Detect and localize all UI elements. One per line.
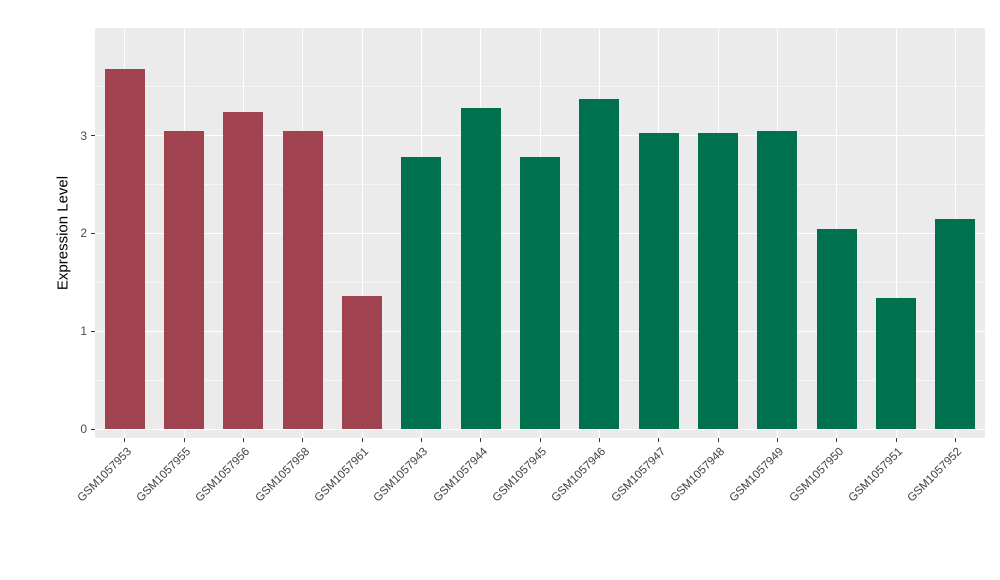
bar: [816, 228, 857, 429]
bar: [935, 218, 976, 429]
bar: [520, 157, 560, 429]
x-tick-mark: [480, 438, 482, 442]
x-tick-mark: [183, 438, 185, 442]
bar: [401, 157, 442, 429]
gridline-major: [95, 135, 985, 137]
x-tick-label: GSM1057944: [431, 445, 490, 505]
x-tick-label: GSM1057953: [75, 445, 134, 505]
x-tick-label: GSM1057952: [905, 445, 965, 505]
x-tick-mark: [302, 438, 304, 442]
y-tick-label: 3: [80, 128, 87, 143]
y-tick-label: 1: [80, 324, 87, 339]
x-tick-label: GSM1057949: [727, 445, 787, 505]
gridline-major: [95, 428, 985, 430]
bar: [282, 130, 323, 429]
bar: [698, 132, 738, 429]
x-tick-label: GSM1057945: [490, 445, 550, 505]
bar: [164, 130, 204, 429]
x-tick-mark: [420, 438, 422, 442]
y-tick-label: 0: [80, 422, 87, 436]
x-tick-mark: [361, 438, 363, 442]
x-tick-mark: [658, 438, 660, 442]
x-tick-mark: [717, 438, 719, 442]
y-axis-title: Expression Level: [54, 175, 72, 291]
bar: [342, 296, 382, 429]
plot-panel: [95, 28, 985, 438]
x-tick-mark: [954, 438, 956, 442]
x-tick-label: GSM1057950: [787, 445, 846, 505]
bar: [579, 99, 620, 429]
bar: [757, 130, 798, 429]
x-tick-label: GSM1057947: [609, 445, 668, 505]
x-tick-label: GSM1057948: [668, 445, 728, 505]
x-tick-mark: [598, 438, 600, 442]
x-tick-mark: [776, 438, 778, 442]
bar: [460, 108, 501, 429]
x-tick-label: GSM1057943: [371, 445, 431, 505]
x-tick-mark: [836, 438, 838, 442]
x-tick-label: GSM1057951: [846, 445, 906, 505]
bar: [223, 112, 264, 429]
bar: [638, 132, 679, 429]
x-tick-mark: [539, 438, 541, 442]
bar: [104, 69, 145, 429]
x-tick-mark: [124, 438, 126, 442]
x-tick-mark: [895, 438, 897, 442]
x-tick-mark: [242, 438, 244, 442]
bar: [876, 297, 916, 429]
x-tick-label: GSM1057955: [134, 445, 194, 505]
x-tick-label: GSM1057946: [549, 445, 609, 505]
gridline-minor: [95, 86, 985, 88]
x-tick-label: GSM1057958: [253, 445, 312, 505]
x-tick-label: GSM1057961: [312, 445, 372, 505]
x-tick-label: GSM1057956: [193, 445, 253, 505]
